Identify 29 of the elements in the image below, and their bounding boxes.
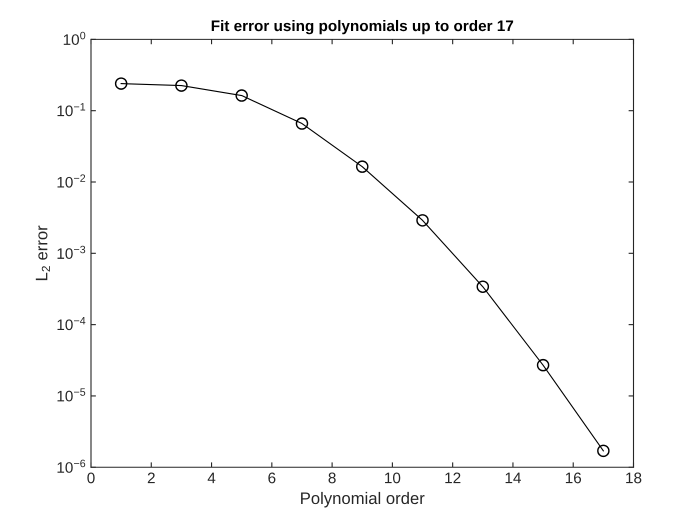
x-tick-label: 12 — [445, 472, 460, 484]
point — [296, 117, 308, 130]
point — [536, 358, 550, 372]
point — [476, 280, 490, 293]
x-tick-label: 6 — [268, 472, 276, 484]
x-tick-label: 0 — [87, 472, 95, 484]
y-tick-label: 10$^{−1}$ — [58, 103, 86, 116]
x-tick-label: 2 — [148, 472, 155, 484]
y-tick-label: 10$^{−3}$ — [58, 246, 86, 259]
point — [597, 444, 610, 458]
x-tick-label: 8 — [328, 472, 336, 484]
y-axis-title: L$_{2}$ error — [36, 226, 50, 280]
x-axis-title: Polynomial order — [301, 492, 425, 508]
x-tick-label: 14 — [506, 472, 521, 484]
point — [356, 160, 368, 173]
chart-title: Fit error using polynomials up to order 17 — [212, 20, 514, 34]
point — [235, 89, 248, 102]
x-tick-label: 18 — [626, 472, 642, 484]
x-tick-label: 4 — [208, 472, 216, 484]
y-tick-label: 10$^{−2}$ — [58, 174, 86, 188]
point — [175, 79, 188, 92]
point — [114, 77, 128, 90]
y-tick-label: 10$^{−6}$ — [58, 460, 86, 473]
y-tick-label: 10$^{−5}$ — [58, 388, 86, 402]
y-tick-label: 10$^{−4}$ — [58, 317, 86, 330]
x-tick-label: 16 — [566, 472, 582, 484]
point — [416, 214, 429, 227]
x-tick-label: 10 — [385, 472, 400, 484]
y-tick-label: 10$^{0}$ — [64, 32, 86, 46]
